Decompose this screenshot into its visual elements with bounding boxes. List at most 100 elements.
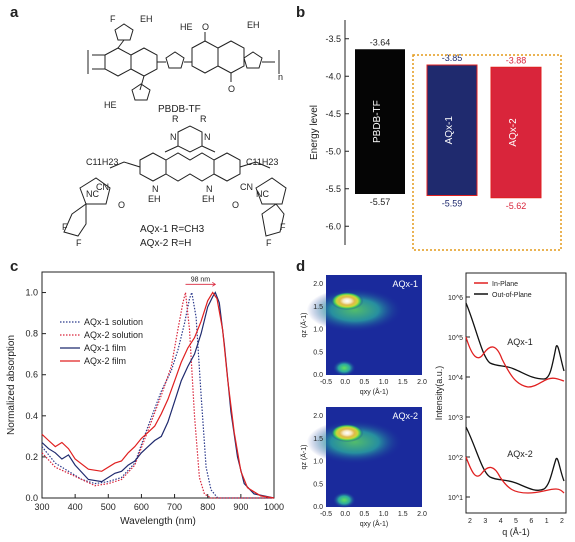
giwaxs-maps: AQx-10.00.51.01.52.0-0.5 0.0 0.5 1.0 1.5 2.0q… xyxy=(300,275,427,528)
atom-label: F xyxy=(76,238,82,248)
lumo-value-label: -3.88 xyxy=(506,55,527,65)
x-tick-label: -0.5 xyxy=(320,379,332,386)
atom-label: N xyxy=(170,132,177,142)
energy-level-chart: -3.5 -4.0 -4.5 -5.0 -5.5 -6.0 Energy level PBD… xyxy=(309,20,562,251)
y-tick-label: -5.5 xyxy=(325,184,341,194)
absorption-chart: 300 400 500 600 700 800 900 1000 0.0 0.2 0.4 0.6 0.8… xyxy=(6,271,284,527)
pi-pi-peak xyxy=(330,292,364,310)
line-cut-curve xyxy=(465,426,565,491)
y-tick-label: 2.0 xyxy=(313,413,323,420)
y-tick-label: 0.0 xyxy=(313,372,323,379)
x-tick-label: 1000 xyxy=(264,502,284,512)
x-tick-label: 800 xyxy=(200,502,215,512)
y-axis-title: Normalized absorption xyxy=(6,335,17,435)
line-cut-curve xyxy=(465,302,565,380)
energy-bar-aqx-2 xyxy=(490,66,542,199)
x-tick-label: 600 xyxy=(134,502,149,512)
atom-label: NC xyxy=(86,189,99,199)
x-tick-label: 500 xyxy=(101,502,116,512)
plot-frame xyxy=(41,271,275,499)
atom-label: F xyxy=(62,222,68,232)
atom-label: N xyxy=(206,184,213,194)
sample-label: AQx-2 xyxy=(507,449,533,459)
atom-label: CN xyxy=(96,182,109,192)
atom-label: N xyxy=(204,132,211,142)
atom-label: HE xyxy=(180,22,193,32)
y-tick-label: -5.0 xyxy=(325,146,341,156)
atom-label: EH xyxy=(140,14,153,24)
atom-label: N xyxy=(152,184,159,194)
homo-value-label: -5.59 xyxy=(442,199,463,209)
panel-letter-a: a xyxy=(10,4,19,21)
panel-letter-c: c xyxy=(10,258,19,275)
y-tick-label: 1.0 xyxy=(313,459,323,466)
legend-label: AQx-2 solution xyxy=(84,330,143,340)
atom-label: EH xyxy=(202,194,215,204)
x-tick-label: 700 xyxy=(167,502,182,512)
lamellar-peak xyxy=(332,360,356,376)
y-tick-label: -4.5 xyxy=(325,109,341,119)
panel-letter-b: b xyxy=(296,4,306,21)
line-cut-curve xyxy=(465,456,565,494)
x-axis-title: q (Å-1) xyxy=(502,527,530,537)
lumo-value-label: -3.85 xyxy=(442,53,463,63)
y-tick-label: 1.0 xyxy=(25,288,38,298)
legend-label: AQx-1 film xyxy=(84,343,126,353)
atom-label: EH xyxy=(247,20,260,30)
y-tick-label: 1.0 xyxy=(313,327,323,334)
shift-annotation: 98 nm xyxy=(191,276,211,283)
energy-bar-pbdb-tf xyxy=(355,49,405,194)
atom-label: R xyxy=(172,114,179,124)
sample-label: AQx-1 xyxy=(507,337,533,347)
legend-label: In-Plane xyxy=(492,281,518,288)
atom-label: HE xyxy=(104,100,117,110)
atom-label: n xyxy=(278,72,283,82)
x-tick-label: 1.5 xyxy=(398,511,408,518)
atom-label: F xyxy=(110,14,116,24)
atom-label: O xyxy=(232,200,239,210)
y-tick-label: -4.0 xyxy=(325,71,341,81)
plot-frame xyxy=(465,272,567,514)
x-tick-label: 1 xyxy=(545,518,549,525)
series-line-2 xyxy=(41,291,275,499)
x-tick-label: 900 xyxy=(233,502,248,512)
x-tick-label: 4 xyxy=(499,518,503,525)
acceptor-name-aqx2: AQx-2 R=H xyxy=(140,238,191,249)
acceptor-highlight-box xyxy=(412,54,562,251)
homo-value-label: -5.62 xyxy=(506,201,527,211)
energy-bar-aqx-1 xyxy=(426,64,478,196)
x-tick-label: 2 xyxy=(560,518,564,525)
bar-name-label: PBDB-TF xyxy=(372,100,383,143)
lumo-value-label: -3.64 xyxy=(370,37,391,47)
y-tick-label: 0.5 xyxy=(313,349,323,356)
atom-label: R xyxy=(200,114,207,124)
chemical-structures: F EH EH HE O O HE n PBDB-TF R R N N C11H… xyxy=(62,14,287,249)
y-tick-label: 0.8 xyxy=(25,329,38,339)
atom-label: O xyxy=(228,84,235,94)
x-axis-title: Wavelength (nm) xyxy=(120,516,196,527)
x-tick-label: 0.5 xyxy=(360,511,370,518)
y-tick-label: 1.5 xyxy=(313,304,323,311)
line-cut-curve xyxy=(465,336,565,388)
x-axis-title: qxy (Å-1) xyxy=(360,519,388,528)
x-tick-label: 400 xyxy=(68,502,83,512)
atom-label: F xyxy=(266,238,272,248)
x-tick-label: 2.0 xyxy=(417,379,427,386)
y-tick-label: 2.0 xyxy=(313,281,323,288)
bar-name-label: AQx-2 xyxy=(508,118,519,147)
y-tick-label: 0.6 xyxy=(25,370,38,380)
atom-label: C11H23 xyxy=(86,157,118,167)
y-tick-label: 0.0 xyxy=(25,493,38,503)
legend-label: AQx-1 solution xyxy=(84,317,143,327)
acceptor-name-aqx1: AQx-1 R=CH3 xyxy=(140,224,205,235)
bar-name-label: AQx-1 xyxy=(444,116,455,145)
y-tick-label: 10^2 xyxy=(448,455,463,462)
y-tick-label: 10^6 xyxy=(448,295,463,302)
lamellar-peak xyxy=(332,492,356,508)
atom-label: EH xyxy=(148,194,161,204)
y-tick-label: 10^4 xyxy=(448,375,463,382)
y-tick-label: 0.4 xyxy=(25,411,38,421)
x-tick-label: 5 xyxy=(514,518,518,525)
x-tick-label: 1.0 xyxy=(379,511,389,518)
y-axis-title: qz (Å-1) xyxy=(300,313,308,338)
